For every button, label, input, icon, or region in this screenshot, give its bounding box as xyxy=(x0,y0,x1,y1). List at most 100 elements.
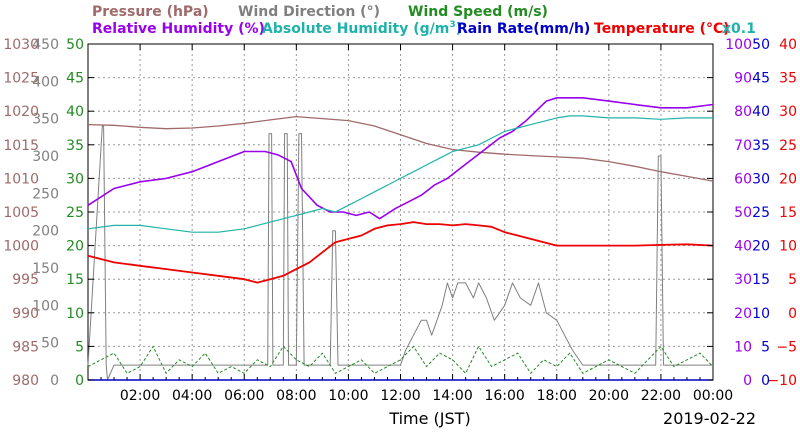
series-rel-hum xyxy=(87,97,714,220)
x-tick-label: 22:00 xyxy=(641,388,681,404)
y-tick-label-temp: 25 xyxy=(779,138,797,154)
y-tick-label-wind-speed: 25 xyxy=(66,205,84,221)
legend-absolute-humidity: Absolute Humidity (g/m3) xyxy=(262,20,462,37)
y-tick-label-wind-dir: 450 xyxy=(32,37,59,53)
grid xyxy=(88,44,713,380)
x-tick-label: 14:00 xyxy=(432,388,472,404)
y-tick-label-wind-dir: 50 xyxy=(41,336,59,352)
y-tick-label-wind-speed: 45 xyxy=(66,71,84,87)
x-tick-label: 08:00 xyxy=(276,388,316,404)
y-tick-label-wind-dir: 100 xyxy=(32,298,59,314)
y-tick-label-pressure: 990 xyxy=(12,306,39,322)
y-tick-label-temp: 35 xyxy=(779,71,797,87)
y-tick-label-rain: 45 xyxy=(752,71,770,87)
x-tick-label: 10:00 xyxy=(328,388,368,404)
x-tick-label: 04:00 xyxy=(172,388,212,404)
legend-absolute-humidity-sup: 3 xyxy=(449,20,455,30)
y-tick-label-rel-hum: 70 xyxy=(734,138,752,154)
y-tick-label-rel-hum: 30 xyxy=(734,272,752,288)
y-tick-label-wind-speed: 50 xyxy=(66,37,84,53)
y-tick-label-pressure: 1005 xyxy=(3,205,39,221)
y-tick-label-wind-dir: 0 xyxy=(50,373,59,389)
y-tick-label-wind-speed: 15 xyxy=(66,272,84,288)
y-tick-label-rel-hum: 90 xyxy=(734,71,752,87)
y-tick-label-temp: 15 xyxy=(779,205,797,221)
legend-relative-humidity: Relative Humidity (%) xyxy=(92,21,265,37)
x-tick-label: 20:00 xyxy=(589,388,629,404)
y-tick-label-rain: 25 xyxy=(752,205,770,221)
series-wind-dir xyxy=(87,125,713,381)
y-tick-label-wind-speed: 5 xyxy=(75,339,84,355)
y-tick-label-rel-hum: 10 xyxy=(734,339,752,355)
y-tick-label-wind-speed: 30 xyxy=(66,171,84,187)
legend-absolute-humidity-text: Absolute Humidity (g/m xyxy=(262,21,449,37)
y-tick-label-rel-hum: 60 xyxy=(734,171,752,187)
y-tick-label-wind-dir: 400 xyxy=(32,74,59,90)
legend-absolute-humidity-close: ) xyxy=(456,21,462,37)
y-tick-label-rel-hum: 100 xyxy=(725,37,752,53)
y-tick-label-wind-dir: 250 xyxy=(32,186,59,202)
y-tick-label-rain: 10 xyxy=(752,306,770,322)
y-tick-label-rain: 15 xyxy=(752,272,770,288)
x-tick-label: 06:00 xyxy=(224,388,264,404)
y-tick-label-rel-hum: 0 xyxy=(743,373,752,389)
y-tick-label-pressure: 1030 xyxy=(3,37,39,53)
y-tick-label-rel-hum: 40 xyxy=(734,239,752,255)
y-tick-label-wind-dir: 300 xyxy=(32,149,59,165)
y-tick-label-wind-speed: 10 xyxy=(66,306,84,322)
series-wind-speed xyxy=(87,345,714,374)
y-tick-label-wind-dir: 150 xyxy=(32,261,59,277)
y-tick-label-temp: 0 xyxy=(788,306,797,322)
series-temp xyxy=(87,221,714,284)
legend-x01: x0.1 xyxy=(722,21,756,37)
x-tick-label: 00:00 xyxy=(693,388,733,404)
legend-rain-rate: Rain Rate(mm/h) xyxy=(457,21,590,37)
y-tick-label-rain: 50 xyxy=(752,37,770,53)
y-tick-label-temp: 5 xyxy=(788,272,797,288)
y-tick-label-pressure: 985 xyxy=(12,339,39,355)
x-axis-label: Time (JST) xyxy=(388,409,470,428)
x-tick-label: 12:00 xyxy=(380,388,420,404)
date-label: 2019-02-22 xyxy=(663,409,756,428)
y-tick-label-pressure: 1010 xyxy=(3,171,39,187)
y-tick-label-pressure: 1000 xyxy=(3,239,39,255)
y-tick-label-temp: −10 xyxy=(767,373,797,389)
y-tick-label-pressure: 1020 xyxy=(3,104,39,120)
series-pressure xyxy=(87,115,714,182)
x-tick-label: 02:00 xyxy=(120,388,160,404)
y-tick-label-pressure: 980 xyxy=(12,373,39,389)
y-tick-label-rain: 5 xyxy=(761,339,770,355)
series-abs-hum xyxy=(87,115,713,233)
y-tick-label-wind-speed: 0 xyxy=(75,373,84,389)
y-tick-label-rel-hum: 20 xyxy=(734,306,752,322)
y-tick-label-pressure: 1025 xyxy=(3,71,39,87)
y-tick-label-pressure: 1015 xyxy=(3,138,39,154)
y-tick-label-wind-dir: 350 xyxy=(32,112,59,128)
legend-wind-direction: Wind Direction (°) xyxy=(238,4,380,20)
y-tick-label-rain: 0 xyxy=(761,373,770,389)
y-tick-label-wind-speed: 35 xyxy=(66,138,84,154)
y-tick-label-rel-hum: 50 xyxy=(734,205,752,221)
y-tick-label-wind-speed: 40 xyxy=(66,104,84,120)
y-tick-label-temp: 30 xyxy=(779,104,797,120)
y-tick-label-rain: 35 xyxy=(752,138,770,154)
y-tick-label-rain: 20 xyxy=(752,239,770,255)
x-tick-label: 18:00 xyxy=(537,388,577,404)
y-tick-label-temp: 20 xyxy=(779,171,797,187)
legend-wind-speed: Wind Speed (m/s) xyxy=(408,4,548,20)
y-tick-label-rel-hum: 80 xyxy=(734,104,752,120)
y-tick-label-wind-speed: 20 xyxy=(66,239,84,255)
x-tick-label: 16:00 xyxy=(484,388,524,404)
y-tick-label-rain: 30 xyxy=(752,171,770,187)
y-tick-label-temp: 10 xyxy=(779,239,797,255)
legend-pressure: Pressure (hPa) xyxy=(92,4,209,20)
y-tick-label-pressure: 995 xyxy=(12,272,39,288)
y-tick-label-temp: −5 xyxy=(776,339,797,355)
y-tick-label-rain: 40 xyxy=(752,104,770,120)
y-tick-label-temp: 40 xyxy=(779,37,797,53)
legend-temperature: Temperature (°C) xyxy=(594,21,730,37)
y-tick-label-wind-dir: 200 xyxy=(32,224,59,240)
axes-layer: 02:00 04:00 06:00 08:00 10:00 12:00 14:00 16:00… xyxy=(3,37,797,404)
